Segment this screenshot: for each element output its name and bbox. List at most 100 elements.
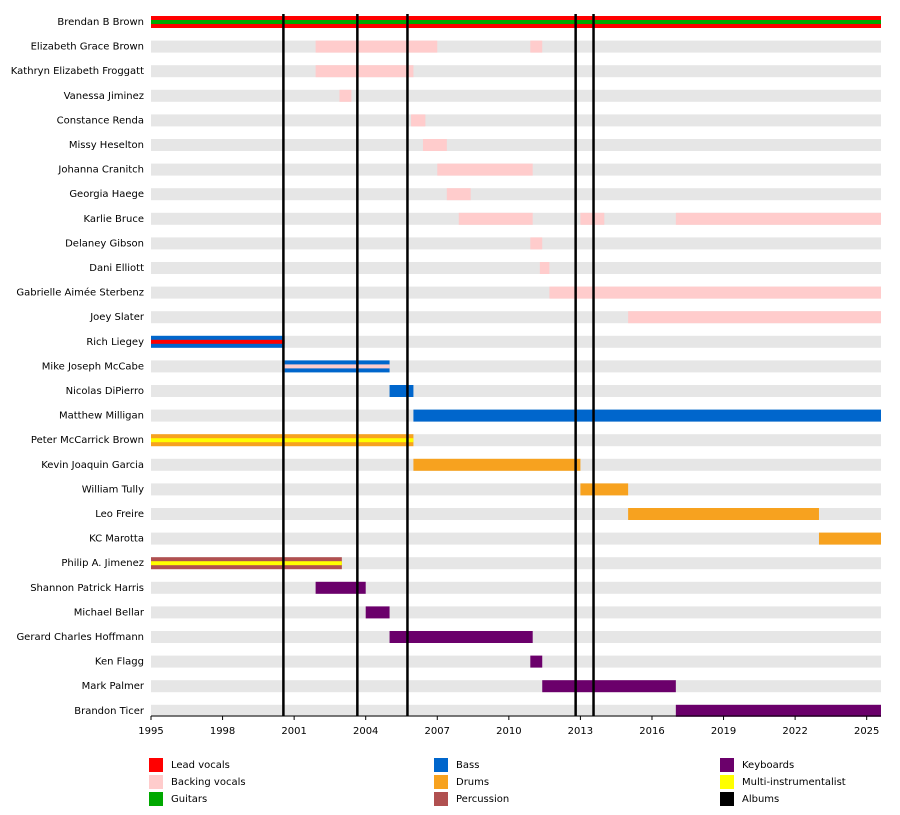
legend-label: Bass xyxy=(456,760,479,771)
member-bar xyxy=(339,89,352,102)
legend-label: Lead vocals xyxy=(171,760,230,771)
member-bar xyxy=(542,680,676,693)
member-label: Brandon Ticer xyxy=(74,706,145,717)
row-band xyxy=(151,188,881,201)
member-label: Nicolas DiPierro xyxy=(66,386,144,397)
x-tick-label: 2022 xyxy=(782,726,807,737)
legend-label: Multi-instrumentalist xyxy=(742,777,846,788)
legend-swatch xyxy=(434,792,448,806)
member-label: Missy Heselton xyxy=(69,140,144,151)
member-label: Rich Liegey xyxy=(86,337,144,348)
member-label: Michael Bellar xyxy=(74,607,145,618)
member-bar xyxy=(151,339,285,344)
member-bar xyxy=(151,20,881,24)
row-band xyxy=(151,655,881,668)
legend-label: Guitars xyxy=(171,794,207,805)
member-bar xyxy=(675,704,881,717)
member-bar xyxy=(315,581,366,594)
row-band xyxy=(151,385,881,397)
member-bar xyxy=(628,311,881,324)
member-bar xyxy=(315,40,438,53)
legend-swatch xyxy=(149,775,163,789)
member-label: Joey Slater xyxy=(89,312,145,323)
legend-swatch xyxy=(434,758,448,772)
member-bar xyxy=(389,385,414,397)
legend-swatch xyxy=(720,792,734,806)
row-band xyxy=(151,680,881,693)
member-bar xyxy=(530,237,543,250)
x-tick-label: 2007 xyxy=(425,726,450,737)
member-label: Leo Freire xyxy=(95,509,144,520)
member-bar xyxy=(151,561,342,566)
legend-swatch xyxy=(720,775,734,789)
member-bar xyxy=(530,655,543,668)
member-label: Philip A. Jimenez xyxy=(61,558,144,569)
member-label: Gabrielle Aimée Sterbenz xyxy=(16,287,144,299)
row-band xyxy=(151,532,881,545)
member-label: Kathryn Elizabeth Froggatt xyxy=(11,66,144,77)
member-bar xyxy=(284,364,390,369)
member-label: Kevin Joaquin Garcia xyxy=(41,460,144,471)
row-band xyxy=(151,114,881,127)
legend-label: Keyboards xyxy=(742,760,794,771)
member-label: Elizabeth Grace Brown xyxy=(31,42,144,53)
member-label: Mark Palmer xyxy=(82,681,145,692)
x-tick-label: 2013 xyxy=(568,726,593,737)
x-tick-label: 2016 xyxy=(639,726,664,737)
row-band xyxy=(151,606,881,619)
member-bar xyxy=(458,212,533,225)
member-label: William Tully xyxy=(82,484,144,495)
member-bar xyxy=(389,631,533,643)
member-bar xyxy=(446,188,471,201)
row-band xyxy=(151,89,881,102)
member-label: Mike Joseph McCabe xyxy=(42,361,144,372)
x-tick-label: 2001 xyxy=(281,726,306,737)
member-bar xyxy=(549,286,881,299)
member-bar xyxy=(818,532,881,545)
member-label: Ken Flagg xyxy=(95,657,144,668)
member-bar xyxy=(365,606,390,619)
member-label: Dani Elliott xyxy=(89,263,144,274)
member-label: Matthew Milligan xyxy=(59,411,144,422)
member-label: Constance Renda xyxy=(57,115,144,126)
member-label: Johanna Cranitch xyxy=(57,165,144,176)
legend-swatch xyxy=(149,792,163,806)
member-label: Delaney Gibson xyxy=(65,238,144,249)
legend-label: Backing vocals xyxy=(171,777,246,788)
row-band xyxy=(151,139,881,151)
legend-swatch xyxy=(720,758,734,772)
row-band xyxy=(151,581,881,594)
x-tick-label: 2019 xyxy=(711,726,736,737)
x-tick-label: 1995 xyxy=(138,726,163,737)
legend-swatch xyxy=(149,758,163,772)
row-band xyxy=(151,237,881,250)
legend-label: Drums xyxy=(456,777,489,788)
member-label: Shannon Patrick Harris xyxy=(30,583,144,594)
member-bar xyxy=(411,114,426,127)
row-band xyxy=(151,65,881,78)
member-label: Peter McCarrick Brown xyxy=(31,435,144,446)
row-band xyxy=(151,360,881,373)
member-bar xyxy=(628,508,819,520)
x-tick-label: 2025 xyxy=(854,726,879,737)
member-label: KC Marotta xyxy=(89,534,144,545)
x-tick-label: 1998 xyxy=(210,726,235,737)
member-bar xyxy=(413,458,581,471)
member-label: Karlie Bruce xyxy=(84,214,144,225)
legend-label: Albums xyxy=(742,794,779,805)
x-tick-label: 2010 xyxy=(496,726,521,737)
row-band xyxy=(151,483,881,496)
member-label: Brendan B Brown xyxy=(57,17,144,28)
member-bar xyxy=(530,40,543,53)
member-bar xyxy=(413,409,881,422)
legend-label: Percussion xyxy=(456,794,509,805)
member-label: Georgia Haege xyxy=(69,189,144,200)
member-bar xyxy=(315,65,414,78)
member-label: Vanessa Jiminez xyxy=(64,91,144,102)
legend-swatch xyxy=(434,775,448,789)
row-band xyxy=(151,335,881,348)
row-band xyxy=(151,262,881,274)
member-label: Gerard Charles Hoffmann xyxy=(16,632,144,643)
member-bar xyxy=(422,139,447,151)
